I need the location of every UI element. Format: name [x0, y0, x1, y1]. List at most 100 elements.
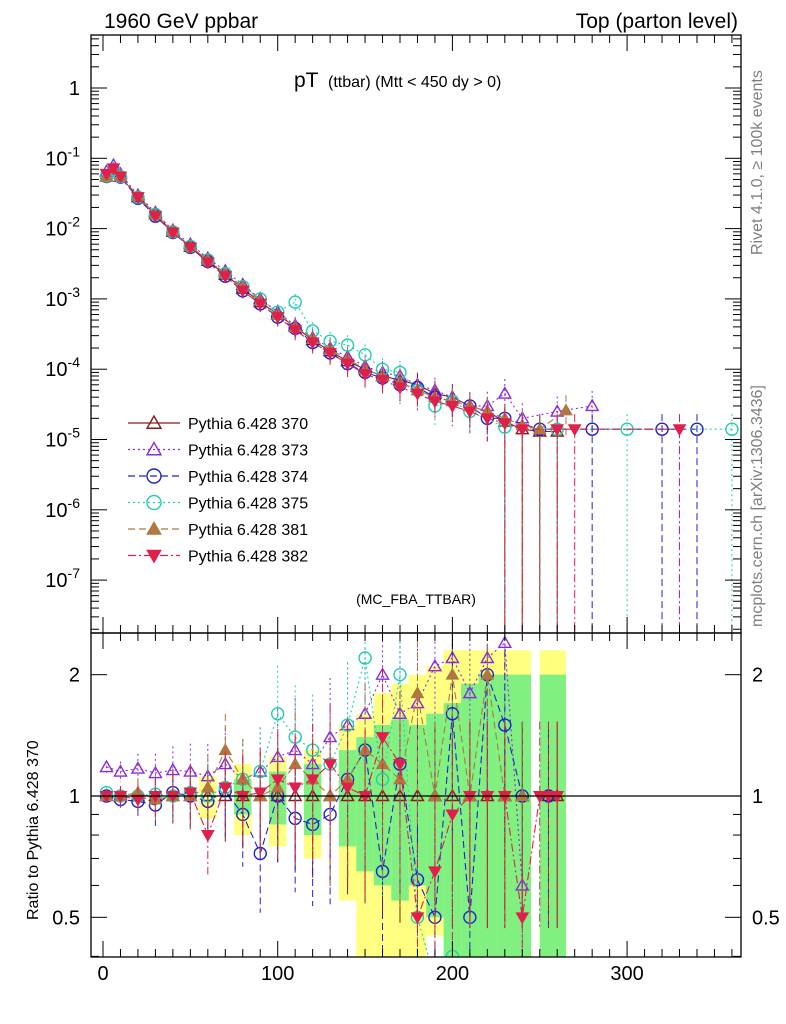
- data-point: [428, 396, 442, 409]
- ratio-y-tick-label-right: 1: [752, 786, 763, 808]
- plot-title-sub: (ttbar) (Mtt < 450 dy > 0): [328, 74, 501, 91]
- legend-entry-370: Pythia 6.428 370: [128, 414, 308, 433]
- plot-title-main: pT: [294, 69, 319, 92]
- ratio-point: [375, 732, 390, 745]
- x-tick-label: 200: [436, 963, 469, 985]
- data-point: [270, 312, 285, 325]
- data-point: [340, 358, 355, 371]
- data-point: [550, 424, 565, 437]
- ratio-point: [113, 791, 128, 804]
- legend-marker: [146, 520, 162, 535]
- data-point: [515, 424, 530, 437]
- ratio-ylabel: Ratio to Pythia 6.428 370: [25, 740, 42, 920]
- ratio-point: [480, 667, 495, 680]
- data-point: [166, 227, 180, 240]
- y-tick-label: 10-4: [45, 354, 80, 381]
- mcplots-label: mcplots.cern.ch [arXiv:1306.3436]: [749, 385, 766, 627]
- data-point: [253, 298, 268, 311]
- data-point: [532, 422, 547, 435]
- ratio-point: [340, 782, 355, 795]
- ratio-point: [288, 782, 303, 795]
- rivet-label: Rivet 4.1.0, ≥ 100k events: [749, 70, 766, 255]
- legend-entry-374: Pythia 6.428 374: [128, 468, 308, 486]
- data-point: [106, 163, 121, 176]
- data-point: [358, 369, 372, 382]
- data-point: [672, 424, 687, 437]
- ratio-point: [183, 787, 198, 800]
- legend-label: Pythia 6.428 373: [188, 443, 308, 460]
- ratio-point: [550, 791, 565, 804]
- legend-marker: [145, 441, 163, 456]
- ratio-point: [131, 794, 145, 807]
- ratio-point: [323, 788, 337, 801]
- series-line: [106, 164, 593, 419]
- legend: Pythia 6.428 370 Pythia 6.428 373 Pythia 6…: [128, 414, 308, 566]
- legend-entry-382: Pythia 6.428 382: [128, 549, 308, 566]
- y-tick-label: 10-1: [45, 143, 80, 170]
- legend-marker: [146, 468, 162, 484]
- ratio-point: [428, 866, 442, 879]
- ratio-point: [515, 912, 530, 925]
- data-point: [131, 192, 145, 205]
- x-tick-label: 100: [261, 963, 294, 985]
- ratio-point: [99, 791, 114, 804]
- ratio-point: [99, 759, 114, 773]
- ratio-point: [253, 787, 268, 800]
- data-point: [559, 403, 573, 416]
- ratio-point: [323, 759, 337, 772]
- legend-label: Pythia 6.428 381: [188, 522, 308, 539]
- ratio-y-tick-label: 2: [69, 665, 80, 687]
- ratio-point: [358, 651, 372, 665]
- data-point: [463, 406, 477, 419]
- x-tick-label: 300: [610, 963, 643, 985]
- ratio-point: [305, 774, 320, 787]
- x-tick-label: 0: [97, 963, 108, 985]
- data-point: [584, 398, 600, 412]
- legend-marker: [146, 549, 162, 564]
- ratio-point: [235, 791, 250, 804]
- ratio-y-tick-label-right: 0.5: [752, 907, 780, 929]
- ratio-point: [358, 791, 372, 804]
- data-point: [480, 413, 495, 426]
- data-point: [445, 400, 460, 413]
- y-tick-label: 1: [69, 78, 80, 100]
- data-point: [288, 295, 302, 309]
- legend-label: Pythia 6.428 382: [188, 549, 308, 566]
- ratio-y-tick-label-right: 2: [752, 665, 763, 687]
- ratio-point: [218, 782, 233, 795]
- y-tick-label: 10-6: [45, 495, 80, 522]
- ratio-point: [166, 791, 180, 804]
- ratio-point: [497, 635, 513, 648]
- series-373: [99, 157, 600, 445]
- series-382: [99, 163, 687, 633]
- data-point: [183, 242, 198, 255]
- legend-entry-375: Pythia 6.428 375: [128, 494, 308, 513]
- data-point: [725, 422, 739, 436]
- header-right: Top (parton level): [576, 10, 738, 33]
- ratio-point: [445, 707, 460, 721]
- data-point: [393, 382, 407, 395]
- data-point: [235, 285, 250, 298]
- ratio-point: [445, 667, 460, 680]
- main-plot-series: [99, 157, 739, 633]
- ratio-point: [393, 667, 407, 682]
- main-frame: [90, 34, 742, 634]
- ratio-point: [515, 788, 530, 801]
- data-point: [375, 375, 390, 388]
- data-point: [99, 168, 114, 181]
- series-line: [106, 168, 558, 433]
- series-line: [106, 167, 680, 430]
- data-point: [323, 347, 337, 361]
- ratio-point: [532, 791, 547, 804]
- data-point: [113, 171, 128, 184]
- ratio-point: [427, 658, 443, 672]
- ratio-point: [200, 830, 215, 843]
- ratio-frame: [90, 632, 742, 958]
- ratio-point: [463, 791, 477, 804]
- ratio-y-tick-label: 0.5: [52, 907, 80, 929]
- data-point: [567, 424, 582, 437]
- ratio-point: [113, 764, 128, 777]
- data-point: [288, 325, 303, 338]
- ratio-point: [148, 791, 163, 804]
